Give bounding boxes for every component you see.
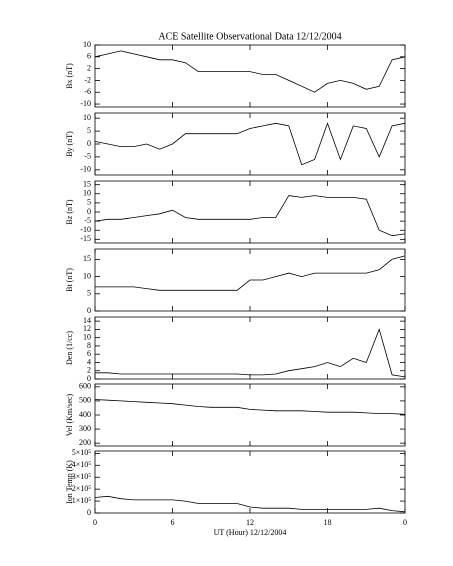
y-tick-label: 300 (79, 424, 91, 433)
y-tick-label: 2 (87, 63, 91, 72)
y-axis-label: Bx (nT) (65, 63, 74, 89)
data-line (94, 122, 406, 166)
y-tick-label: 6 (87, 52, 91, 61)
x-tick-label: 6 (171, 518, 175, 527)
y-tick-label: 3×10⁵ (72, 472, 92, 481)
y-tick-label: -10 (80, 99, 91, 108)
data-line (94, 50, 406, 93)
y-axis-label: By (nT) (65, 131, 74, 157)
x-tick-label: 0 (93, 518, 97, 527)
plot-frame (94, 383, 406, 447)
y-axis-label: Bt (nT) (65, 268, 74, 292)
data-line (94, 495, 406, 513)
y-tick-label: 15 (83, 179, 91, 188)
y-tick-label: -5 (84, 216, 91, 225)
y-tick-label: -5 (84, 152, 91, 161)
y-tick-label: 600 (79, 382, 91, 391)
y-tick-label: 5 (87, 126, 91, 135)
y-tick-label: 0 (87, 207, 91, 216)
y-tick-label: -10 (80, 165, 91, 174)
data-line (95, 255, 406, 291)
y-axis-label: Bz (nT) (65, 199, 74, 224)
y-tick-label: 10 (83, 40, 91, 49)
plot-frame (94, 112, 406, 176)
x-tick-label: 18 (324, 518, 332, 527)
y-tick-label: 12 (83, 324, 91, 333)
y-tick-label: 4 (87, 357, 91, 366)
y-tick-label: 400 (79, 410, 91, 419)
y-tick-label: 5×10⁵ (72, 448, 92, 457)
data-line (95, 328, 406, 378)
plot-frame (94, 180, 406, 244)
plot-frame (94, 450, 406, 514)
y-tick-label: 0 (87, 139, 91, 148)
y-tick-label: 2×10⁵ (72, 484, 92, 493)
y-tick-label: 8 (87, 341, 91, 350)
y-tick-label: 10 (83, 189, 91, 198)
y-tick-label: 10 (83, 332, 91, 341)
y-axis-label: Vel (Km/sec) (65, 393, 74, 436)
y-tick-label: 0 (87, 306, 91, 315)
x-axis-label: UT (Hour) 12/12/2004 (214, 528, 287, 537)
plot-frame (94, 44, 406, 108)
y-tick-label: -15 (80, 234, 91, 243)
data-line (94, 195, 406, 237)
y-tick-label: 4×10⁵ (72, 460, 92, 469)
y-tick-label: 200 (79, 438, 91, 447)
y-tick-label: 2 (87, 366, 91, 375)
y-tick-label: 5 (87, 289, 91, 298)
y-tick-label: 15 (83, 254, 91, 263)
y-tick-label: 500 (79, 396, 91, 405)
y-tick-label: 1×10⁵ (72, 496, 92, 505)
x-tick-label: 12 (246, 518, 254, 527)
y-tick-label: 10 (83, 271, 91, 280)
y-tick-label: -10 (80, 225, 91, 234)
y-tick-label: 5 (87, 198, 91, 207)
plot-frame (94, 316, 406, 380)
y-tick-label: 14 (83, 316, 91, 325)
data-line (94, 399, 406, 415)
y-tick-label: -2 (84, 75, 91, 84)
y-tick-label: -6 (84, 87, 91, 96)
y-tick-label: 0 (87, 508, 91, 517)
y-tick-label: 0 (87, 374, 91, 383)
y-tick-label: 6 (87, 349, 91, 358)
y-axis-label: Den (1/cc) (65, 331, 74, 365)
chart-title: ACE Satellite Observational Data 12/12/2… (158, 31, 341, 42)
y-tick-label: 10 (83, 113, 91, 122)
x-tick-label: 0 (403, 518, 407, 527)
y-axis-label: Ion Temp (K) (65, 460, 74, 504)
